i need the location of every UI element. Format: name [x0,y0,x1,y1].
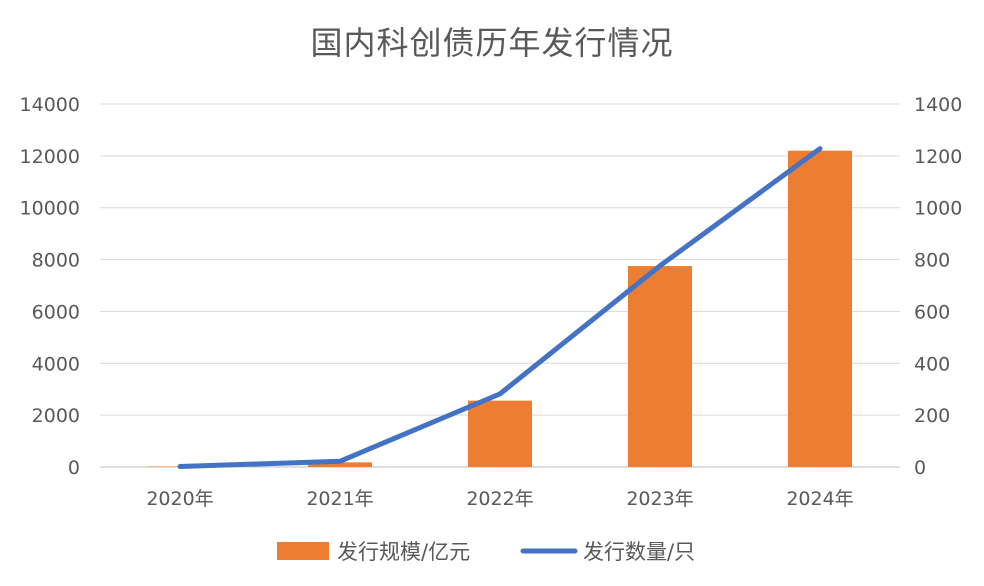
bar [308,462,372,467]
y-right-tick-label: 0 [914,457,926,479]
y-left-tick-label: 6000 [32,301,80,323]
y-right-tick-label: 1000 [914,198,962,220]
y-right-tick-label: 400 [914,353,950,375]
legend-label-line: 发行数量/只 [583,540,695,564]
x-tick-label: 2021年 [306,488,373,510]
y-left-tick-label: 14000 [20,94,80,116]
y-right-tick-label: 600 [914,301,950,323]
y-left-tick-label: 10000 [20,198,80,220]
y-left-tick-label: 12000 [20,146,80,168]
x-tick-label: 2020年 [146,488,213,510]
y-right-tick-label: 1200 [914,146,962,168]
x-tick-label: 2023年 [626,488,693,510]
y-left-tick-label: 2000 [32,405,80,427]
y-right-tick-label: 200 [914,405,950,427]
y-right-tick-label: 1400 [914,94,962,116]
chart-title: 国内科创债历年发行情况 [310,24,674,62]
bar [468,400,532,467]
bar [628,266,692,467]
bar [788,150,852,467]
y-left-tick-label: 0 [68,457,80,479]
y-left-tick-label: 8000 [32,250,80,272]
y-left-tick-label: 4000 [32,353,80,375]
legend-swatch-bar [277,542,329,560]
y-right-tick-label: 800 [914,250,950,272]
x-tick-label: 2022年 [466,488,533,510]
x-tick-label: 2024年 [786,488,853,510]
legend-label-bar: 发行规模/亿元 [337,540,470,564]
